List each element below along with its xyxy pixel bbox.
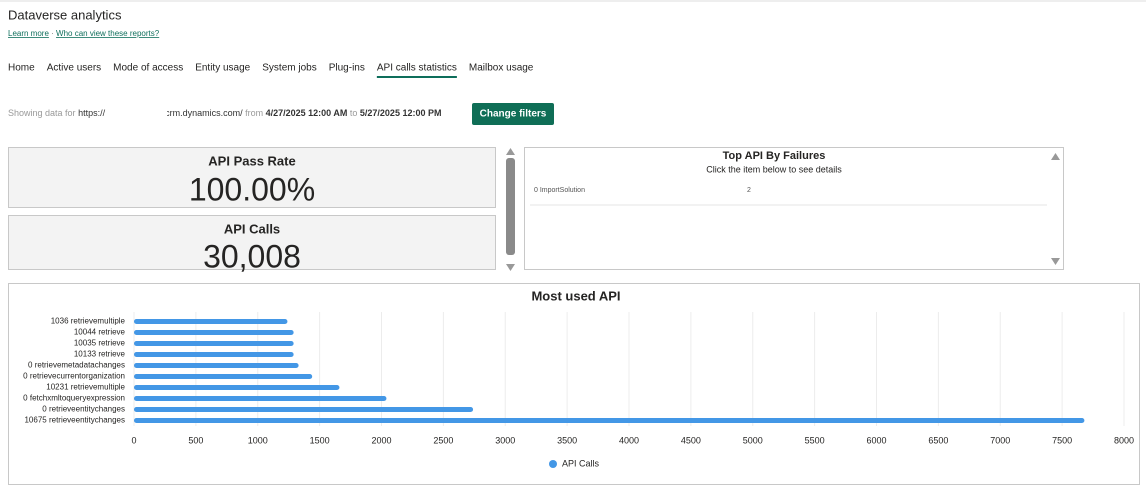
bar[interactable] xyxy=(134,418,1085,423)
panel-title: Top API By Failures xyxy=(723,150,826,162)
card xyxy=(8,215,496,270)
y-tick-label: 10044 retrieve xyxy=(74,328,126,337)
from-label: from xyxy=(245,108,263,118)
card xyxy=(8,147,496,208)
chart: 0 500 1000 1500 2000 2500 3000 3500 4000 4500 5000… xyxy=(23,312,1134,468)
x-tick-label: 1500 xyxy=(310,435,330,445)
chart-title: Most used API xyxy=(531,288,620,303)
scroll-up[interactable] xyxy=(506,148,515,155)
x-tick-label: 5500 xyxy=(805,435,825,445)
x-tick-label: 7000 xyxy=(990,435,1010,445)
bar[interactable] xyxy=(134,352,294,357)
change-filters-button[interactable] xyxy=(472,103,554,125)
x-tick-label: 5000 xyxy=(743,435,763,445)
url: https:// xyxy=(78,108,106,118)
bar[interactable] xyxy=(134,363,299,368)
scroll-up[interactable] xyxy=(1051,153,1060,160)
y-tick-label: 0 retrievemetadatachanges xyxy=(28,361,125,370)
bar[interactable] xyxy=(134,341,294,346)
tab-bar: Home Active users Mode of access Entity usa… xyxy=(8,63,534,78)
y-tick-label: 1036 retrievemultiple xyxy=(51,317,126,326)
scroll-down[interactable] xyxy=(506,264,515,271)
to-label: to xyxy=(350,108,358,118)
from-date: 4/27/2025 12:00 AM xyxy=(266,108,348,118)
y-tick-label: 0 fetchxmltoqueryexpression xyxy=(23,394,125,403)
card-value: 100.00% xyxy=(189,171,315,207)
x-tick-label: 4000 xyxy=(619,435,639,445)
x-tick-label: 6000 xyxy=(866,435,886,445)
x-tick-label: 1000 xyxy=(248,435,268,445)
tab[interactable]: Active users xyxy=(47,63,101,74)
x-tick-label: 8000 xyxy=(1114,435,1134,445)
tab[interactable]: System jobs xyxy=(262,63,316,74)
link[interactable]: Who can view these reports? xyxy=(56,29,160,38)
tab[interactable]: Plug-ins xyxy=(329,63,365,74)
filter-text: Showing data for https:// crm.dynamics.co… xyxy=(8,108,441,118)
x-tick-label: 0 xyxy=(131,435,136,445)
bar[interactable] xyxy=(134,319,288,324)
y-tick-label: 0 retrievecurrentorganization xyxy=(23,372,125,381)
redacted xyxy=(107,107,167,119)
bar[interactable] xyxy=(134,385,340,390)
links: Learn more · Who can view these reports? xyxy=(8,29,160,38)
button-label: Change filters xyxy=(480,109,547,120)
x-tick-label: 7500 xyxy=(1052,435,1072,445)
bar[interactable] xyxy=(134,396,387,401)
legend-marker xyxy=(549,460,557,468)
tab[interactable]: API calls statistics xyxy=(377,63,457,74)
panel-subtitle: Click the item below to see details xyxy=(706,164,842,174)
x-tick-label: 500 xyxy=(188,435,203,445)
row-value[interactable]: 2 xyxy=(747,187,751,194)
failures-panel xyxy=(524,147,1064,270)
to-date: 5/27/2025 12:00 PM xyxy=(360,108,442,118)
scroll-thumb[interactable] xyxy=(506,158,515,255)
x-tick-label: 2500 xyxy=(433,435,453,445)
x-tick-label: 6500 xyxy=(928,435,948,445)
tab[interactable]: Mailbox usage xyxy=(469,63,534,74)
card-value: 30,008 xyxy=(203,238,301,274)
bar[interactable] xyxy=(134,407,474,412)
y-tick-label: 10675 retrieveentitychanges xyxy=(24,416,125,425)
separator: · xyxy=(49,29,56,38)
x-tick-label: 3500 xyxy=(557,435,577,445)
filter-prefix: Showing data for xyxy=(8,108,76,118)
tab[interactable]: Home xyxy=(8,63,35,74)
x-tick-label: 2000 xyxy=(371,435,391,445)
tab[interactable]: Entity usage xyxy=(195,63,250,74)
y-tick-label: 10133 retrieve xyxy=(74,350,126,359)
page-title: Dataverse analytics xyxy=(8,7,122,22)
bar[interactable] xyxy=(134,374,313,379)
tab-underline xyxy=(376,76,457,78)
x-tick-label: 3000 xyxy=(495,435,515,445)
legend-label: API Calls xyxy=(562,458,600,468)
url: crm.dynamics.com/ xyxy=(165,108,243,118)
tab[interactable]: Mode of access xyxy=(113,63,183,74)
y-tick-label: 10035 retrieve xyxy=(74,339,126,348)
scroll-down[interactable] xyxy=(1051,258,1060,265)
card-title: API Pass Rate xyxy=(208,153,295,168)
bar[interactable] xyxy=(134,330,294,335)
y-tick-label: 0 retrieveentitychanges xyxy=(42,405,125,414)
link[interactable]: Learn more xyxy=(8,29,49,38)
x-tick-label: 4500 xyxy=(681,435,701,445)
chart-panel xyxy=(8,283,1140,485)
y-tick-label: 10231 retrievemultiple xyxy=(46,383,125,392)
row-name[interactable]: 0 ImportSolution xyxy=(534,187,585,194)
card-title: API Calls xyxy=(224,221,280,236)
